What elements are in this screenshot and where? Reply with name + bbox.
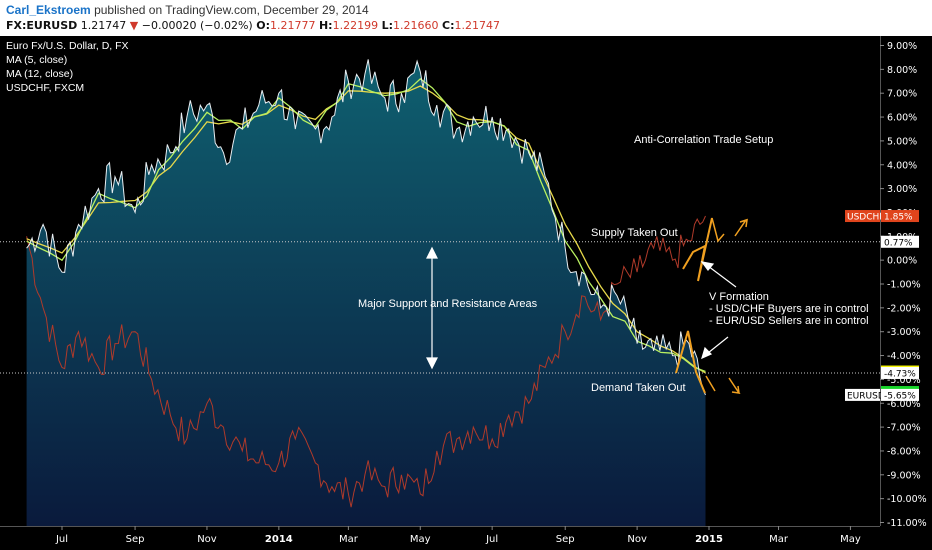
price-badge-value: -5.65% [884,391,916,401]
y-tick-label: 7.00% [887,89,917,100]
annotation-title: Anti-Correlation Trade Setup [634,134,773,146]
high-value: 1.22199 [332,19,379,32]
author-link[interactable]: Carl_Ekstroem [6,3,91,17]
last-price: 1.21747 [80,19,127,32]
white-arrows [426,246,737,370]
eurusd-area [26,59,706,527]
y-tick-label: -6.00% [887,399,921,410]
ma5-line [26,78,706,373]
x-tick-label: Sep [556,534,575,545]
y-tick-label: -7.00% [887,423,921,434]
price-badge-bg [881,235,919,248]
v-formation-lower [675,330,706,394]
ohlc-line: FX:EURUSD 1.21747 ▼ −0.00020 (−0.02%) O:… [6,19,500,32]
y-tick-label: 6.00% [887,113,917,124]
y-tick-label: 5.00% [887,136,917,147]
low-value: 1.21660 [393,19,439,32]
price-badge-bg [881,210,919,223]
y-tick-label: -9.00% [887,470,921,481]
y-tick-label: 0.00% [887,256,917,267]
price-badge-value: -4.73% [884,369,916,379]
x-tick-label: Mar [339,534,359,545]
y-tick-label: -11.00% [887,518,927,529]
y-tick-label: -3.00% [887,327,921,338]
orange-arrows [675,217,748,394]
chart-header: Carl_Ekstroem published on TradingView.c… [0,0,932,36]
y-tick-label: -2.00% [887,303,921,314]
annotation-v-title: V Formation [709,291,769,303]
orange-arrow [728,377,741,394]
y-tick-label: 8.00% [887,65,917,76]
x-tick-label: Mar [769,534,789,545]
orange-arrow [711,217,725,243]
y-axis-background [880,36,932,550]
price-chart[interactable]: Euro Fx/U.S. Dollar, D, FX MA (5, close)… [0,36,932,550]
y-tick-label: 3.00% [887,184,917,195]
y-tick-label: -5.00% [887,375,921,386]
annotation-demand: Demand Taken Out [591,382,686,394]
publish-line: Carl_Ekstroem published on TradingView.c… [6,3,369,17]
y-tick-label: -1.00% [887,280,921,291]
legend-item: MA (12, close) [6,68,73,80]
legend-item: Euro Fx/U.S. Dollar, D, FX [6,40,129,52]
eurusd-line [26,59,706,396]
close-value: 1.21747 [454,19,500,32]
price-badge-bg [881,388,919,401]
ma12-line [26,85,706,374]
orange-arrow [705,375,716,392]
annotation-v-line: - EUR/USD Sellers are in control [709,315,869,327]
legend-item: MA (5, close) [6,54,67,66]
x-axis-background [0,526,932,550]
y-tick-label: 4.00% [887,160,917,171]
annotation-v-line: - USD/CHF Buyers are in control [709,303,869,315]
x-tick-label: 2014 [265,534,293,545]
high-label: H: [318,19,333,32]
x-tick-label: Jul [55,534,68,545]
x-tick-label: Nov [197,534,217,545]
x-tick-label: Sep [126,534,145,545]
annotation-support: Major Support and Resistance Areas [358,298,538,310]
symbol-label[interactable]: FX:EURUSD [6,19,78,32]
x-tick-label: Nov [627,534,647,545]
v-formation-upper [682,217,713,282]
low-label: L: [381,19,393,32]
open-label: O: [256,19,270,32]
legend-item: USDCHF, FXCM [6,82,84,94]
price-badge-name-bg [845,210,880,223]
y-tick-label: -4.00% [887,351,921,362]
x-tick-label: Jul [485,534,498,545]
y-tick-label: -8.00% [887,446,921,457]
y-tick-label: 9.00% [887,41,917,52]
x-tick-label: May [840,534,861,545]
price-change: −0.00020 (−0.02%) [141,19,253,32]
published-text: published on TradingView.com, December 2… [94,3,369,17]
open-value: 1.21777 [269,19,316,32]
price-badge-name: USDCHF [847,213,884,223]
price-badge-value: 0.77% [884,238,913,248]
price-badge-name-bg [845,388,880,401]
close-label: C: [442,19,455,32]
price-badge-bg [881,366,919,379]
y-tick-label: -10.00% [887,494,927,505]
x-tick-label: 2015 [695,534,723,545]
annotation-supply: Supply Taken Out [591,227,678,239]
orange-arrow [734,218,748,237]
usdchf-line [26,215,706,508]
x-tick-label: May [410,534,431,545]
price-badge-name: EURUSD [847,391,885,401]
down-arrow-icon: ▼ [129,19,139,32]
price-badge-value: 1.85% [884,213,913,223]
